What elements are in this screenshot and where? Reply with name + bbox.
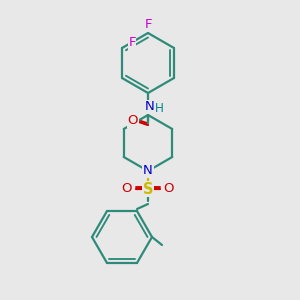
Text: N: N [143,164,153,178]
Text: O: O [122,182,132,196]
Text: S: S [143,182,153,196]
Text: F: F [128,37,136,50]
Text: H: H [154,103,164,116]
Text: N: N [145,100,155,113]
Text: O: O [164,182,174,196]
Text: O: O [128,115,138,128]
Text: F: F [145,19,153,32]
